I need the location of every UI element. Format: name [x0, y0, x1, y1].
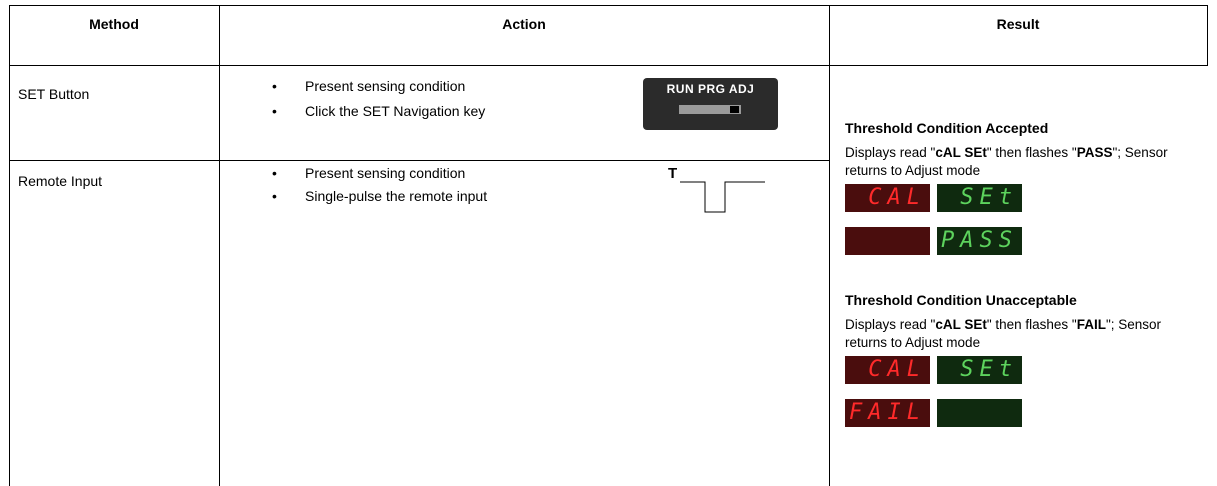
result-description: Displays read "cAL SEt" then flashes "FA… — [845, 316, 1175, 352]
emphasis: cAL SEt — [935, 317, 987, 332]
text: " then flashes " — [986, 145, 1077, 160]
table-border — [9, 65, 1208, 66]
text: Displays read " — [845, 145, 936, 160]
result-description: Displays read "cAL SEt" then flashes "PA… — [845, 144, 1175, 180]
display-red: CAL — [845, 184, 930, 212]
display-green: SEt — [937, 184, 1022, 212]
table-border — [9, 160, 829, 161]
result-heading: Threshold Condition Accepted — [845, 120, 1049, 136]
emphasis: cAL SEt — [935, 145, 987, 160]
slider-knob — [730, 106, 739, 113]
bullet: • — [272, 188, 277, 204]
header: Result — [996, 16, 1040, 32]
result-heading: Threshold Condition Unacceptable — [845, 292, 1077, 308]
text: "; Sensor returns to Adjust mode — [845, 145, 1168, 178]
emphasis: FAIL — [1076, 317, 1106, 332]
header: Method — [89, 16, 139, 32]
text: "; Sensor returns to Adjust mode — [845, 317, 1162, 350]
action: Single-pulse the remote input — [305, 188, 488, 204]
display-green — [937, 399, 1022, 427]
display-red: FAIL — [845, 399, 930, 427]
action: Present sensing condition — [305, 165, 466, 181]
bullet: • — [272, 165, 277, 181]
slider — [679, 105, 741, 114]
bullet: • — [272, 78, 277, 94]
display-red — [845, 227, 930, 255]
table-border — [829, 5, 830, 486]
table-border — [9, 5, 10, 486]
method: Remote Input — [18, 173, 103, 189]
display-green: SEt — [937, 356, 1022, 384]
action: Click the SET Navigation key — [305, 103, 486, 119]
display-red: CAL — [845, 356, 930, 384]
display-green: PASS — [937, 227, 1022, 255]
pulse-label: T — [668, 165, 678, 182]
table-border — [219, 5, 220, 486]
action: Present sensing condition — [305, 78, 466, 94]
pulse-diagram — [680, 181, 765, 213]
table-border — [1207, 5, 1208, 66]
text: Displays read " — [845, 317, 936, 332]
emphasis: PASS — [1076, 145, 1113, 160]
device-label: RUN PRG ADJ — [666, 82, 755, 96]
bullet: • — [272, 103, 277, 119]
table-border — [9, 5, 1208, 6]
device-panel: RUN PRG ADJ — [643, 78, 778, 130]
text: " then flashes " — [986, 317, 1077, 332]
pulse-wave — [680, 181, 765, 213]
header: Action — [502, 16, 546, 32]
method: SET Button — [18, 86, 90, 102]
